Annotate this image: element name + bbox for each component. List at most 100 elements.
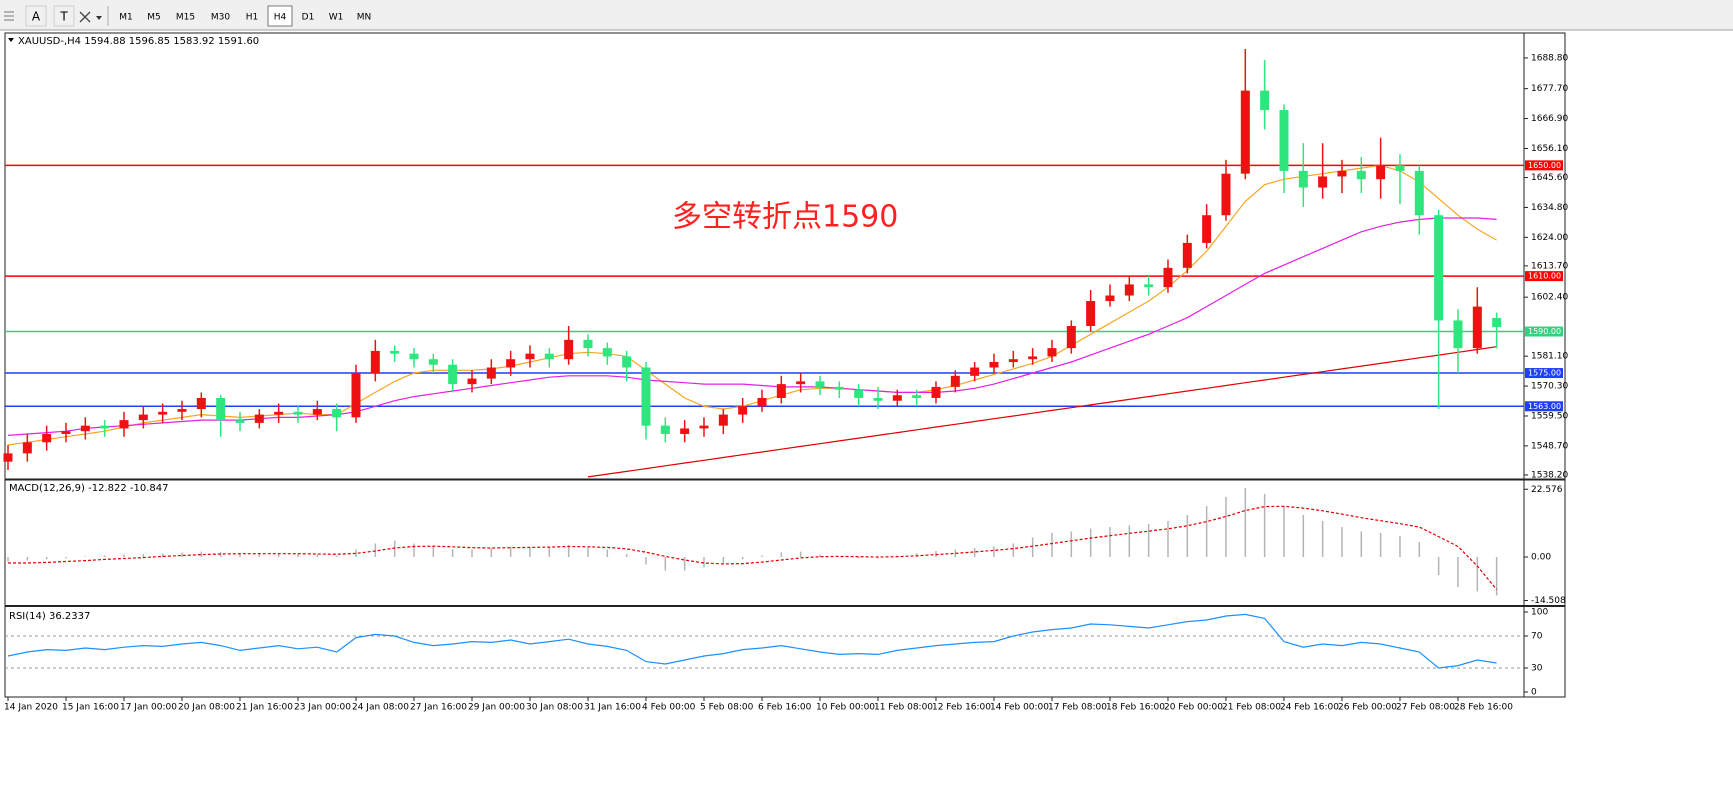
- tool-button[interactable]: [53, 5, 75, 27]
- candle-body: [390, 350, 400, 354]
- level-label-box: [1525, 326, 1563, 337]
- y-tick-label: 1666.90: [1531, 114, 1568, 124]
- candle-body: [1182, 242, 1192, 268]
- candle-body: [1163, 267, 1173, 288]
- tool-label[interactable]: A: [32, 10, 41, 24]
- x-tick-label: 17 Jan 00:00: [120, 703, 177, 713]
- y-tick-label: 22.576: [1531, 485, 1563, 495]
- level-label-box: [1525, 401, 1563, 412]
- y-tick-label: 30: [1531, 664, 1543, 674]
- y-tick-label: 0.00: [1531, 552, 1551, 562]
- rsi-title: RSI(14) 36.2337: [9, 611, 90, 622]
- candle-body: [1337, 170, 1347, 177]
- timeframe-button[interactable]: [114, 6, 138, 26]
- tool-icon[interactable]: [79, 11, 91, 23]
- signal-line: [8, 505, 1498, 590]
- candle-body: [699, 425, 709, 429]
- candle-body: [1240, 90, 1250, 174]
- x-tick-label: 5 Feb 08:00: [700, 703, 754, 713]
- x-tick-label: 29 Jan 00:00: [468, 703, 525, 713]
- candle-body: [1453, 320, 1463, 349]
- moving-average: [7, 217, 1497, 436]
- timeframe-button[interactable]: [240, 6, 264, 26]
- candle-body: [834, 386, 844, 390]
- timeframe-label[interactable]: M1: [119, 13, 133, 23]
- dropdown-arrow[interactable]: [96, 16, 102, 20]
- tool-label[interactable]: T: [59, 10, 68, 24]
- timeframe-button[interactable]: [324, 6, 348, 26]
- candle-body: [235, 420, 245, 423]
- timeframe-button[interactable]: [352, 6, 376, 26]
- candle-body: [254, 414, 264, 423]
- timeframe-label[interactable]: M5: [147, 13, 161, 23]
- candle-body: [1202, 215, 1212, 243]
- x-tick-label: 26 Feb 00:00: [1338, 703, 1397, 713]
- candle-body: [1260, 90, 1270, 110]
- x-tick-label: 11 Feb 08:00: [874, 703, 933, 713]
- x-tick-label: 4 Feb 00:00: [642, 703, 696, 713]
- x-tick-label: 6 Feb 16:00: [758, 703, 812, 713]
- x-tick-label: 21 Feb 08:00: [1222, 703, 1281, 713]
- candle-body: [119, 420, 129, 429]
- candle-body: [1434, 215, 1444, 321]
- toolbar-icons: [4, 6, 109, 26]
- candle-body: [602, 348, 612, 357]
- timeframe-button[interactable]: [142, 6, 166, 26]
- x-tick-label: 27 Jan 16:00: [410, 703, 467, 713]
- y-tick-label: 1645.60: [1531, 173, 1568, 183]
- y-tick-label: 1634.80: [1531, 203, 1568, 213]
- timeframe-label[interactable]: M30: [211, 13, 230, 23]
- timeframe-label[interactable]: W1: [329, 13, 344, 23]
- candle-body: [428, 359, 438, 365]
- y-tick-label: 1656.10: [1531, 144, 1568, 154]
- candle-body: [506, 359, 516, 368]
- timeframe-label[interactable]: D1: [302, 13, 315, 23]
- timeframe-button[interactable]: [267, 5, 293, 27]
- x-tick-label: 20 Feb 00:00: [1164, 703, 1223, 713]
- timeframe-label[interactable]: H1: [246, 13, 259, 23]
- y-tick-label: 1548.70: [1531, 441, 1568, 451]
- candle-body: [312, 409, 322, 415]
- candle-body: [196, 397, 206, 410]
- candle-body: [989, 361, 999, 368]
- level-label: 1650.00: [1528, 161, 1561, 170]
- macd-title: MACD(12,26,9) -12.822 -10.847: [9, 483, 169, 494]
- y-tick-label: 100: [1531, 608, 1548, 618]
- timeframe-button[interactable]: [170, 6, 201, 26]
- level-label: 1563.00: [1528, 402, 1561, 411]
- chart-frame: [4, 32, 1566, 698]
- candle-body: [950, 375, 960, 387]
- tool-button[interactable]: [25, 5, 47, 27]
- candle-body: [564, 339, 574, 360]
- y-tick-label: 1581.10: [1531, 352, 1568, 362]
- candle-body: [796, 381, 806, 385]
- candle-body: [216, 397, 226, 421]
- y-tick-label: 0: [1531, 688, 1537, 698]
- candle-body: [1028, 356, 1038, 360]
- candle-body: [641, 367, 651, 426]
- timeframe-label[interactable]: M15: [176, 13, 195, 23]
- x-tick-label: 24 Jan 08:00: [352, 703, 409, 713]
- rsi-line: [7, 613, 1497, 669]
- level-label-box: [1525, 368, 1563, 379]
- candle-body: [61, 431, 71, 434]
- timeframe-button[interactable]: [205, 6, 236, 26]
- timeframe-label[interactable]: H4: [274, 13, 287, 23]
- y-tick-label: -14.508: [1531, 596, 1566, 606]
- collapse-arrow[interactable]: [8, 38, 14, 42]
- candle-body: [1298, 170, 1308, 188]
- candle-body: [892, 395, 902, 401]
- candle-body: [138, 414, 148, 421]
- candle-body: [660, 425, 670, 434]
- candle-body: [42, 433, 52, 443]
- y-tick-label: 1677.70: [1531, 84, 1568, 94]
- candle-body: [467, 378, 477, 385]
- timeframe-label[interactable]: MN: [357, 13, 372, 23]
- timeframe-button[interactable]: [296, 6, 320, 26]
- candle-body: [1008, 359, 1018, 362]
- candle-body: [776, 384, 786, 398]
- moving-average: [587, 346, 1497, 478]
- x-tick-label: 31 Jan 16:00: [584, 703, 641, 713]
- x-tick-label: 27 Feb 08:00: [1396, 703, 1455, 713]
